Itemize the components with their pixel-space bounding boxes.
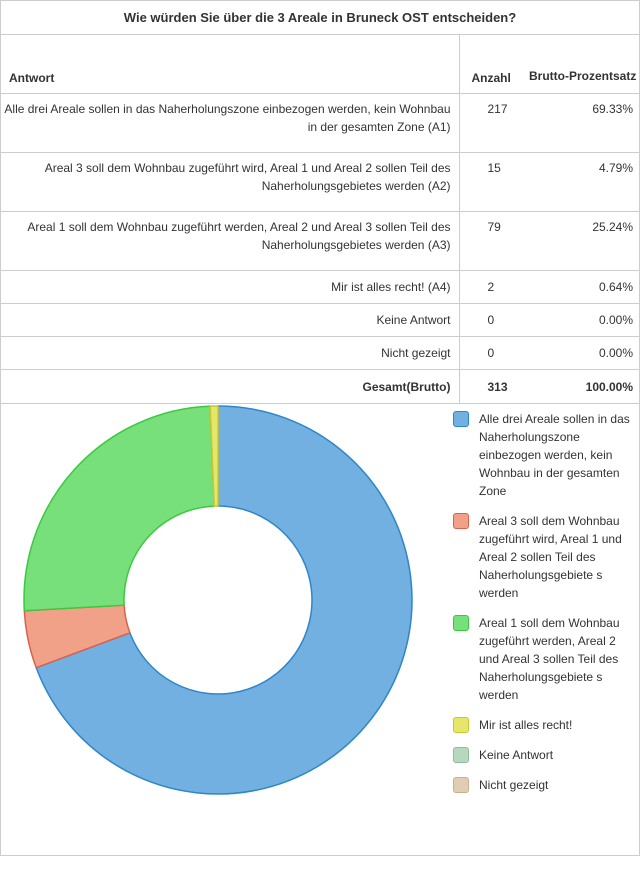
total-percent: 100.00%	[509, 369, 640, 404]
percent-cell: 0.00%	[509, 336, 640, 370]
table-row: Alle drei Areale sollen in das Naherholu…	[1, 93, 640, 153]
legend-label: Keine Antwort	[479, 748, 554, 762]
count-cell: 0	[459, 336, 509, 370]
question-title: Wie würden Sie über die 3 Areale in Brun…	[1, 1, 640, 35]
table-row: Keine Antwort 0 0.00%	[1, 303, 640, 337]
legend-item[interactable]: Nicht gezeigt	[451, 776, 631, 794]
answer-cell: Areal 3 soll dem Wohnbau zugeführt wird,…	[1, 152, 460, 212]
legend-swatch	[453, 411, 469, 427]
legend-item[interactable]: Areal 1 soll dem Wohnbau zugeführt werde…	[451, 614, 631, 704]
count-cell: 2	[459, 270, 509, 304]
percent-cell: 4.79%	[509, 152, 640, 212]
percent-cell: 69.33%	[509, 93, 640, 153]
answer-cell: Nicht gezeigt	[1, 336, 460, 370]
table-row: Mir ist alles recht! (A4) 2 0.64%	[1, 270, 640, 304]
answer-cell: Keine Antwort	[1, 303, 460, 337]
pie-slice[interactable]	[209, 405, 219, 507]
legend-item[interactable]: Mir ist alles recht!	[451, 716, 631, 734]
legend-label: Alle drei Areale sollen in das Naherholu…	[479, 412, 630, 498]
legend-label: Areal 1 soll dem Wohnbau zugeführt werde…	[479, 616, 620, 702]
count-cell: 0	[459, 303, 509, 337]
percent-column-header: Brutto-Prozentsatz	[509, 34, 640, 94]
legend-label: Nicht gezeigt	[479, 778, 549, 792]
count-cell: 217	[459, 93, 509, 153]
count-cell: 79	[459, 211, 509, 271]
total-row: Gesamt(Brutto) 313 100.00%	[1, 369, 640, 404]
legend-swatch	[453, 777, 469, 793]
total-label: Gesamt(Brutto)	[1, 369, 460, 404]
legend-swatch	[453, 717, 469, 733]
legend-item[interactable]: Alle drei Areale sollen in das Naherholu…	[451, 410, 631, 500]
chart-area: Alle drei Areale sollen in das Naherholu…	[1, 404, 639, 884]
chart-legend: Alle drei Areale sollen in das Naherholu…	[451, 410, 631, 806]
answer-column-header: Antwort	[1, 34, 460, 94]
legend-item[interactable]: Areal 3 soll dem Wohnbau zugeführt wird,…	[451, 512, 631, 602]
percent-cell: 0.64%	[509, 270, 640, 304]
pie-slice[interactable]	[23, 405, 216, 612]
legend-label: Mir ist alles recht!	[479, 718, 573, 732]
legend-swatch	[453, 747, 469, 763]
total-count: 313	[459, 369, 509, 404]
count-column-header: Anzahl	[459, 34, 511, 94]
percent-cell: 25.24%	[509, 211, 640, 271]
table-row: Areal 1 soll dem Wohnbau zugeführt werde…	[1, 211, 640, 271]
legend-item[interactable]: Keine Antwort	[451, 746, 631, 764]
table-row: Nicht gezeigt 0 0.00%	[1, 336, 640, 370]
percent-cell: 0.00%	[509, 303, 640, 337]
answer-cell: Mir ist alles recht! (A4)	[1, 270, 460, 304]
donut-chart	[23, 405, 413, 795]
count-cell: 15	[459, 152, 509, 212]
legend-swatch	[453, 615, 469, 631]
answer-cell: Areal 1 soll dem Wohnbau zugeführt werde…	[1, 211, 460, 271]
results-table: Wie würden Sie über die 3 Areale in Brun…	[1, 1, 640, 404]
table-row: Areal 3 soll dem Wohnbau zugeführt wird,…	[1, 152, 640, 212]
survey-result-panel: Wie würden Sie über die 3 Areale in Brun…	[0, 0, 640, 856]
legend-label: Areal 3 soll dem Wohnbau zugeführt wird,…	[479, 514, 622, 600]
legend-swatch	[453, 513, 469, 529]
answer-cell: Alle drei Areale sollen in das Naherholu…	[1, 93, 460, 153]
pie-slice[interactable]	[35, 405, 413, 795]
